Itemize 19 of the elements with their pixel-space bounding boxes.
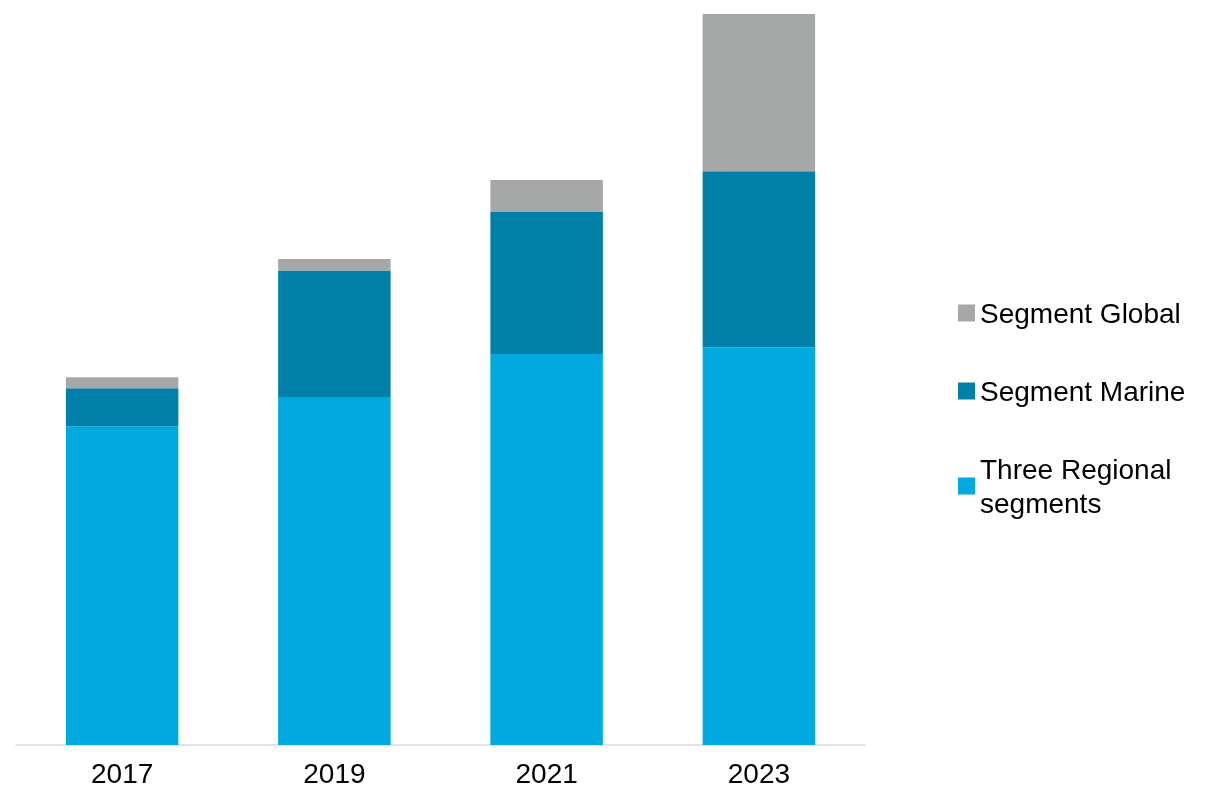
legend-label: Segment Global [980,297,1181,329]
bar [65,377,179,389]
bar [702,14,816,172]
bar [65,388,179,427]
bar [490,179,603,213]
x-tick-label: 2019 [303,757,366,789]
bar [490,212,603,354]
bar [278,397,391,745]
x-tick-label: 2017 [90,757,154,789]
x-tick-label: 2021 [515,757,578,789]
bar [278,258,391,271]
bar [278,270,391,398]
bar [702,347,816,745]
bar [490,353,603,745]
bar [65,426,179,745]
x-tick-label: 2023 [727,757,791,789]
legend-label: Three Regional segments [980,453,1180,519]
bar [702,171,816,348]
legend-label: Segment Marine [980,375,1186,407]
